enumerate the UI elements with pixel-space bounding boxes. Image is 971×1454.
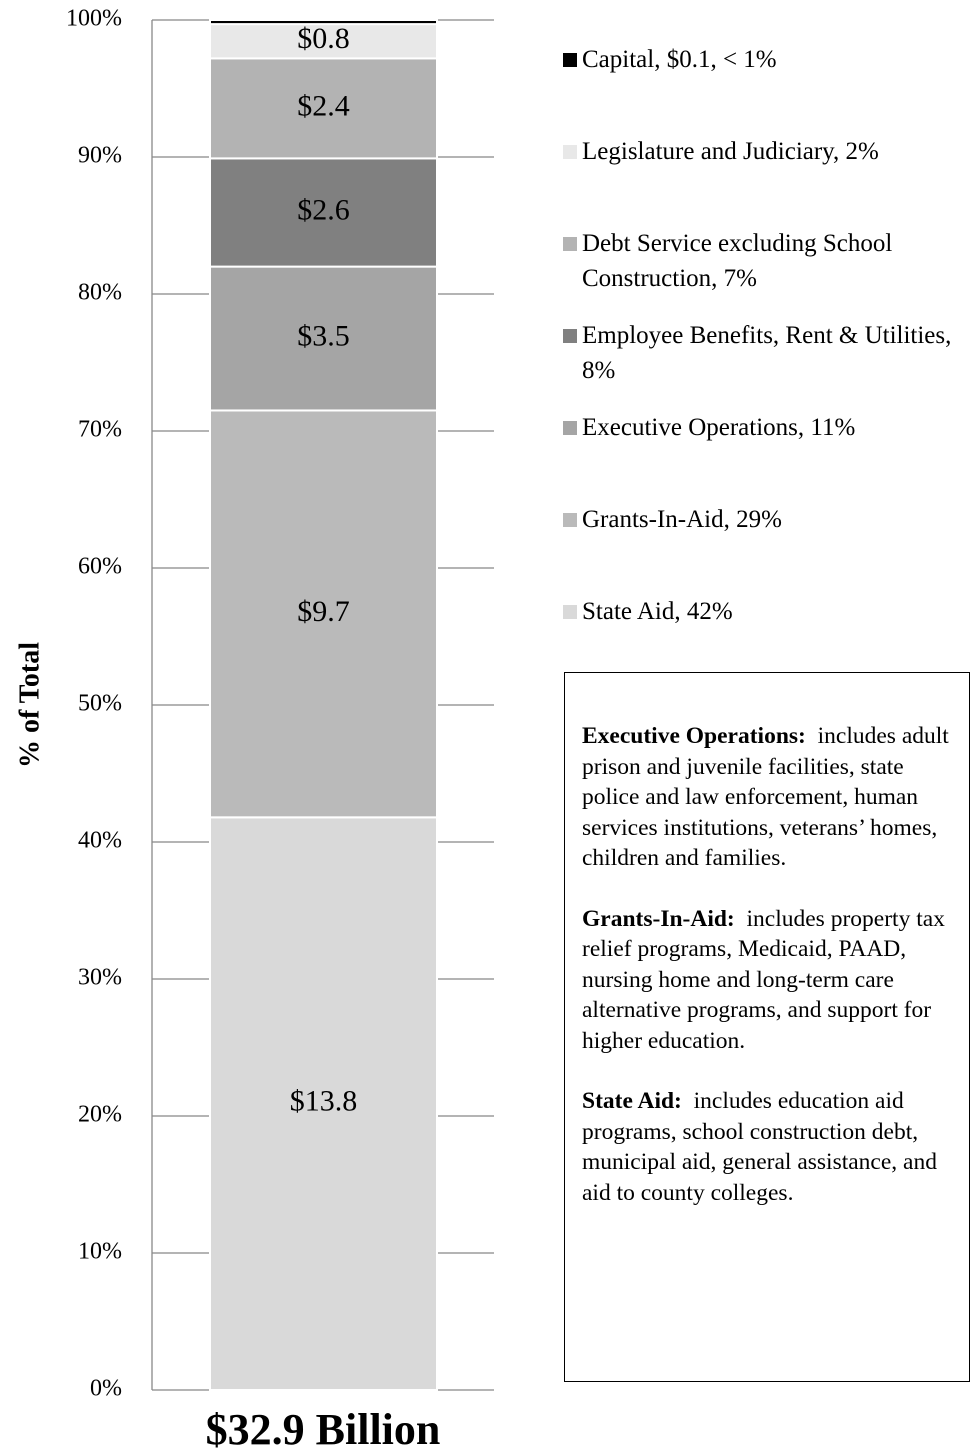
data-label: $2.4 xyxy=(297,89,350,122)
legend-swatch xyxy=(563,605,577,619)
legend-label: Employee Benefits, Rent & Utilities, 8% xyxy=(582,322,952,384)
legend-swatch xyxy=(563,421,577,435)
y-tick-label: 20% xyxy=(78,1102,122,1128)
y-tick-label: 80% xyxy=(78,280,122,306)
legend-label: Grants-In-Aid, 29% xyxy=(582,506,782,533)
legend-label: Legislature and Judiciary, 2% xyxy=(582,138,879,165)
y-tick-label: 10% xyxy=(78,1239,122,1265)
y-tick-label: 50% xyxy=(78,691,122,717)
note-text: includes adult prison and juvenile facil… xyxy=(582,723,949,871)
legend-item: State Aid, 42% xyxy=(563,594,965,629)
note-term: Executive Operations: xyxy=(582,723,806,749)
note: State Aid: includes education aid progra… xyxy=(582,1086,953,1208)
legend-label: Debt Service excluding School Constructi… xyxy=(582,230,893,292)
bar-segment xyxy=(209,409,438,819)
note: Executive Operations: includes adult pri… xyxy=(582,721,953,874)
data-label: $13.8 xyxy=(290,1085,358,1118)
legend-swatch xyxy=(563,237,577,251)
y-tick-label: 70% xyxy=(78,417,122,443)
note: Grants-In-Aid: includes property tax rel… xyxy=(582,904,953,1057)
legend-item: Capital, $0.1, < 1% xyxy=(563,42,965,77)
y-tick-label: 90% xyxy=(78,143,122,169)
data-label: $3.5 xyxy=(297,319,350,352)
legend-item: Legislature and Judiciary, 2% xyxy=(563,134,965,169)
x-label: $32.9 Billion xyxy=(206,1405,441,1454)
legend-swatch xyxy=(563,145,577,159)
note-text: includes education aid programs, school … xyxy=(582,1088,937,1206)
bar-segment xyxy=(209,816,438,1391)
legend-label: State Aid, 42% xyxy=(582,598,733,625)
y-tick-label: 0% xyxy=(90,1376,122,1402)
legend-item: Debt Service excluding School Constructi… xyxy=(563,226,965,296)
bar-segment xyxy=(209,19,438,26)
legend-label: Capital, $0.1, < 1% xyxy=(582,46,777,73)
legend-item: Employee Benefits, Rent & Utilities, 8% xyxy=(563,318,965,388)
legend-label: Executive Operations, 11% xyxy=(582,414,856,441)
note-term: Grants-In-Aid: xyxy=(582,905,735,932)
note-text: includes property tax relief programs, M… xyxy=(582,905,945,1054)
data-label: $9.7 xyxy=(297,595,350,628)
legend-swatch xyxy=(563,53,577,67)
legend-item: Executive Operations, 11% xyxy=(563,410,965,445)
data-label: $0.8 xyxy=(297,22,350,55)
bar-segment xyxy=(209,265,438,412)
note-term: State Aid: xyxy=(582,1088,682,1114)
legend-item: Grants-In-Aid, 29% xyxy=(563,502,965,537)
legend-swatch xyxy=(563,329,577,343)
y-tick-label: 60% xyxy=(78,554,122,580)
bar-segment xyxy=(209,23,438,60)
y-tick-label: 40% xyxy=(78,828,122,854)
legend-swatch xyxy=(563,513,577,527)
y-tick-label: 100% xyxy=(66,6,122,32)
notes-box: Executive Operations: includes adult pri… xyxy=(564,672,970,1382)
y-tick-label: 30% xyxy=(78,965,122,991)
data-label: $2.6 xyxy=(297,193,350,226)
y-axis-label: % of Total xyxy=(14,642,45,768)
